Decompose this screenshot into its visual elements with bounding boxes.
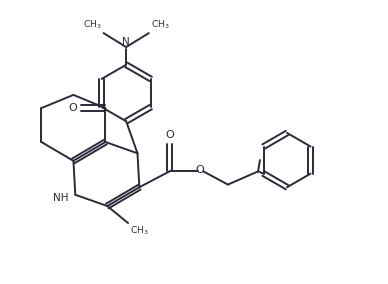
Text: O: O — [195, 164, 204, 174]
Text: CH$_3$: CH$_3$ — [151, 19, 169, 31]
Text: O: O — [165, 130, 174, 140]
Text: N: N — [122, 37, 130, 47]
Text: O: O — [68, 103, 77, 113]
Text: CH$_3$: CH$_3$ — [83, 19, 102, 31]
Text: CH$_3$: CH$_3$ — [130, 225, 149, 237]
Text: NH: NH — [53, 193, 69, 203]
